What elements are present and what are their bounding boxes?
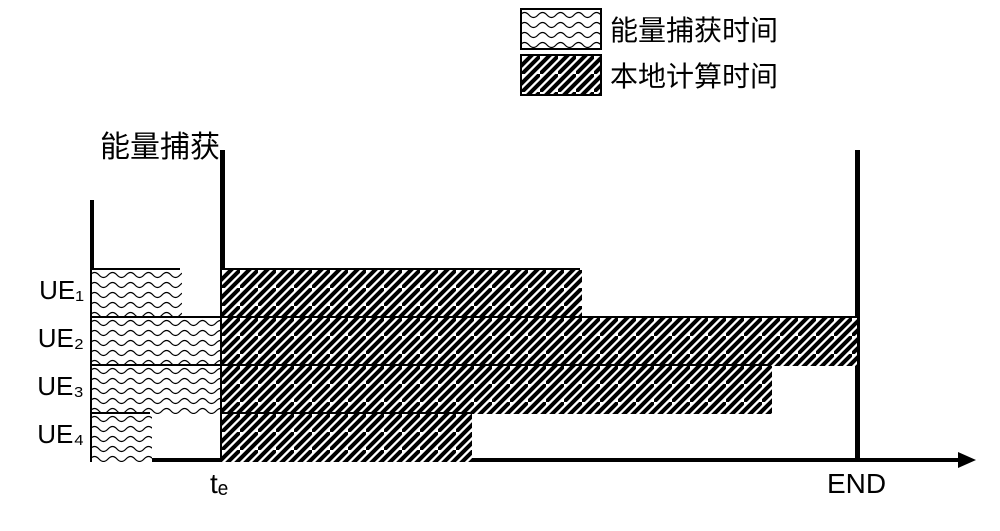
wave-swatch [520, 8, 602, 50]
row-label: UE₄ [0, 419, 84, 450]
legend-label: 能量捕获时间 [610, 9, 778, 49]
row-label: UE₃ [0, 371, 84, 402]
compute-bar [220, 412, 470, 460]
legend-label: 本地计算时间 [610, 55, 778, 95]
harvest-bar [90, 268, 180, 316]
hatch-swatch [520, 54, 602, 96]
legend-item: 本地计算时间 [520, 54, 778, 96]
legend: 能量捕获时间本地计算时间 [520, 8, 778, 100]
x-marker-label: tₑ [210, 468, 228, 500]
x-marker-label: END [827, 468, 886, 500]
harvest-bar [90, 364, 220, 412]
compute-bar [220, 316, 855, 364]
compute-bar [220, 364, 770, 412]
x-marker [855, 150, 860, 460]
harvest-bar [90, 316, 220, 364]
row-label: UE₁ [0, 275, 84, 306]
row-label: UE₂ [0, 323, 84, 354]
x-axis-arrow [958, 452, 976, 468]
compute-bar [220, 268, 580, 316]
chart-title: 能量捕获 [100, 122, 220, 166]
harvest-bar [90, 412, 150, 460]
legend-item: 能量捕获时间 [520, 8, 778, 50]
